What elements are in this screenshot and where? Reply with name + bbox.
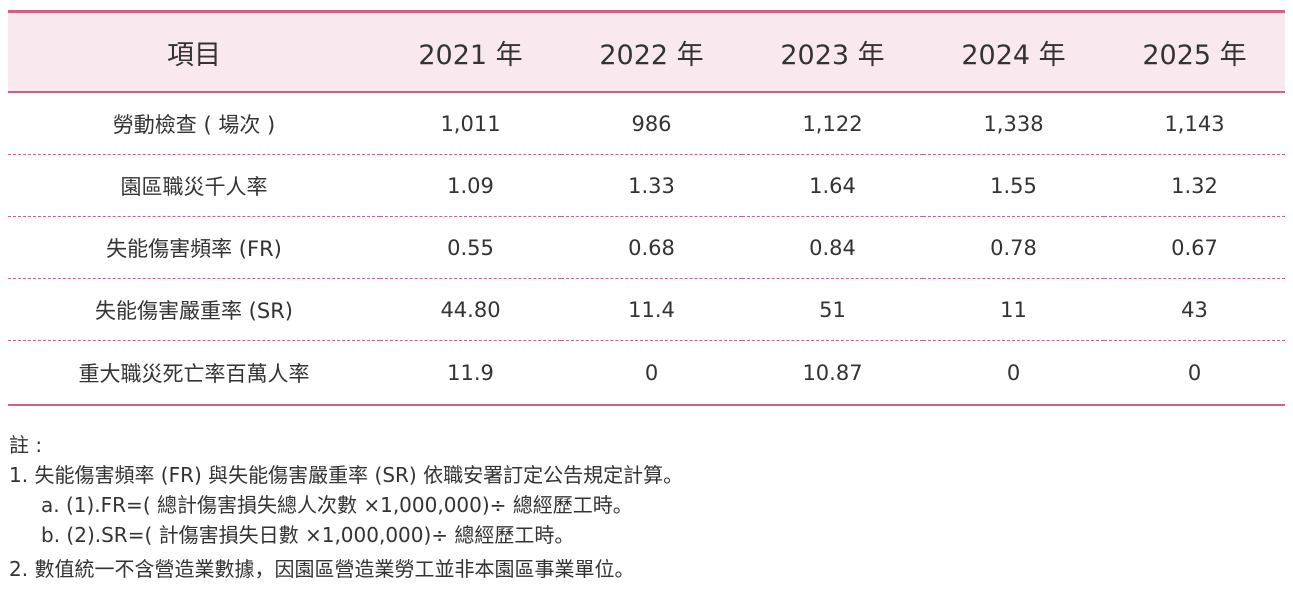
- table-cell: 10.87: [742, 340, 923, 406]
- table-cell: 986: [561, 92, 742, 155]
- statistics-table-container: 項目 2021 年 2022 年 2023 年 2024 年 2025 年 勞動…: [8, 10, 1285, 406]
- table-cell: 1.64: [742, 154, 923, 217]
- table-cell: 0: [923, 340, 1104, 406]
- table-cell: 51: [742, 278, 923, 341]
- table-cell: 1.55: [923, 154, 1104, 217]
- table-cell: 11.4: [561, 278, 742, 341]
- footnotes: 註 : 1. 失能傷害頻率 (FR) 與失能傷害嚴重率 (SR) 依職安署訂定公…: [9, 430, 683, 584]
- row-label: 園區職災千人率: [8, 154, 380, 217]
- table-cell: 1.33: [561, 154, 742, 217]
- header-year-2021: 2021 年: [380, 10, 561, 93]
- row-label: 勞動檢查 ( 場次 ): [8, 92, 380, 155]
- table-row: 失能傷害頻率 (FR) 0.55 0.68 0.84 0.78 0.67: [8, 216, 1285, 279]
- table-row: 園區職災千人率 1.09 1.33 1.64 1.55 1.32: [8, 154, 1285, 217]
- table-cell: 1,338: [923, 92, 1104, 155]
- row-label: 失能傷害頻率 (FR): [8, 216, 380, 279]
- table-cell: 1,143: [1104, 92, 1285, 155]
- header-year-2022: 2022 年: [561, 10, 742, 93]
- table-cell: 0.68: [561, 216, 742, 279]
- table-row: 失能傷害嚴重率 (SR) 44.80 11.4 51 11 43: [8, 278, 1285, 341]
- notes-title: 註 :: [9, 433, 43, 457]
- row-label: 重大職災死亡率百萬人率: [8, 340, 380, 406]
- table-cell: 44.80: [380, 278, 561, 341]
- table-cell: 43: [1104, 278, 1285, 341]
- table-cell: 1,011: [380, 92, 561, 155]
- table-cell: 11.9: [380, 340, 561, 406]
- row-label: 失能傷害嚴重率 (SR): [8, 278, 380, 341]
- header-year-2025: 2025 年: [1104, 10, 1285, 93]
- table-row: 勞動檢查 ( 場次 ) 1,011 986 1,122 1,338 1,143: [8, 92, 1285, 155]
- table-cell: 0: [1104, 340, 1285, 406]
- table-cell: 1.09: [380, 154, 561, 217]
- statistics-table: 項目 2021 年 2022 年 2023 年 2024 年 2025 年 勞動…: [8, 10, 1285, 406]
- header-year-2023: 2023 年: [742, 10, 923, 93]
- note-1: 1. 失能傷害頻率 (FR) 與失能傷害嚴重率 (SR) 依職安署訂定公告規定計…: [9, 463, 684, 487]
- note-1b: b. (2).SR=( 計傷害損失日數 ×1,000,000)÷ 總經歷工時。: [41, 523, 575, 547]
- header-year-2024: 2024 年: [923, 10, 1104, 93]
- note-2: 2. 數值統一不含營造業數據，因園區營造業勞工並非本園區事業單位。: [9, 557, 635, 581]
- table-cell: 11: [923, 278, 1104, 341]
- table-cell: 1,122: [742, 92, 923, 155]
- table-header-row: 項目 2021 年 2022 年 2023 年 2024 年 2025 年: [8, 10, 1285, 93]
- table-cell: 0.84: [742, 216, 923, 279]
- table-cell: 1.32: [1104, 154, 1285, 217]
- table-cell: 0: [561, 340, 742, 406]
- table-cell: 0.55: [380, 216, 561, 279]
- table-cell: 0.67: [1104, 216, 1285, 279]
- header-item: 項目: [8, 10, 380, 93]
- table-row: 重大職災死亡率百萬人率 11.9 0 10.87 0 0: [8, 340, 1285, 406]
- note-1a: a. (1).FR=( 總計傷害損失總人次數 ×1,000,000)÷ 總經歷工…: [41, 493, 633, 517]
- table-cell: 0.78: [923, 216, 1104, 279]
